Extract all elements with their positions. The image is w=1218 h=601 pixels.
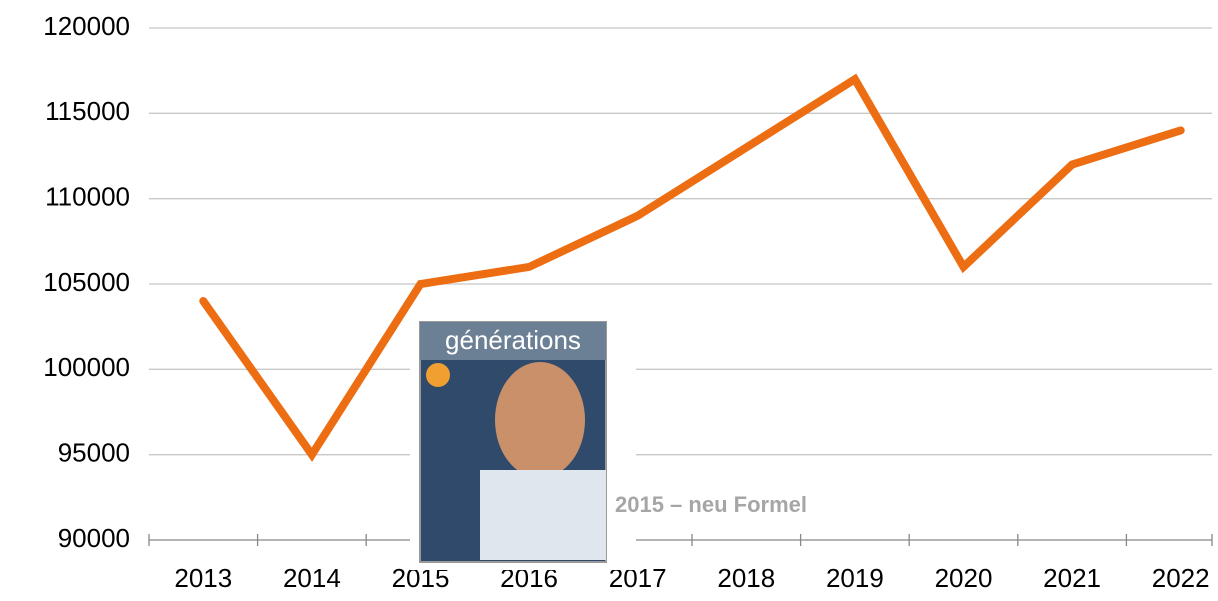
x-tick-label: 2020 [935,563,993,593]
y-tick-label: 115000 [45,96,130,126]
y-tick-label: 95000 [58,438,130,468]
data-line [203,79,1180,454]
y-tick-label: 90000 [58,523,130,553]
x-tick-label: 2013 [174,563,232,593]
x-tick-label: 2014 [283,563,341,593]
chart: 90000 95000 100000 105000 110000 115000 120000… [0,0,1218,596]
annotation: 2015 – neu Formel [615,492,807,517]
inset-title: générations [445,325,581,355]
y-tick-label: 110000 [45,182,130,212]
cover-shirt [480,470,606,560]
x-tick-label: 2021 [1043,563,1101,593]
x-tick-label: 2022 [1152,563,1210,593]
x-tick-label: 2019 [826,563,884,593]
cover-face [495,362,585,478]
cover-badge [426,363,450,387]
y-tick-label: 105000 [43,267,130,297]
x-tick-label: 2018 [717,563,775,593]
y-tick-label: 100000 [43,352,130,382]
y-tick-label: 120000 [43,11,130,41]
